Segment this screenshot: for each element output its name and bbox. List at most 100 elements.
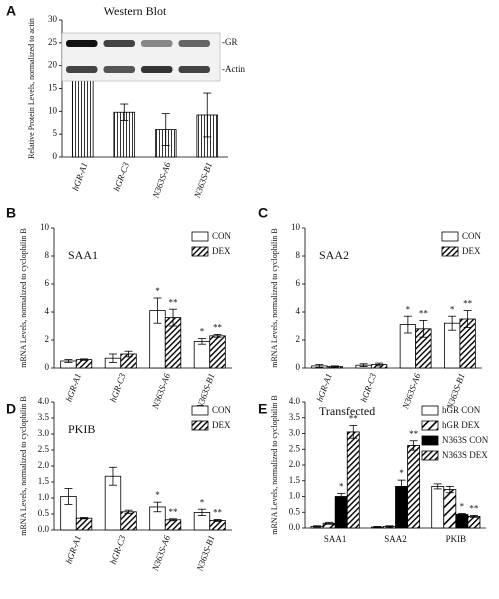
blot-label: -GR — [222, 37, 238, 47]
error-bar — [463, 310, 472, 328]
y-tick-label: 1.0 — [289, 491, 301, 501]
error-bar — [197, 338, 206, 345]
legend-label: hGR DEX — [442, 420, 480, 430]
x-tick-label: SAA2 — [384, 534, 407, 544]
y-tick-label: 8 — [45, 250, 50, 260]
legend-swatch — [191, 231, 209, 242]
error-bar — [325, 521, 334, 525]
x-tick-label: SAA1 — [324, 534, 347, 544]
y-tick-label: 8 — [296, 250, 301, 260]
y-tick-label: 2.5 — [38, 444, 50, 454]
blot-band — [66, 66, 98, 73]
significance-label: * — [200, 327, 205, 337]
chart-title: SAA1 — [68, 248, 98, 262]
legend-swatch — [421, 405, 439, 416]
panel-letter: D — [6, 401, 16, 417]
significance-label: ** — [213, 322, 223, 332]
error-bar — [120, 103, 129, 121]
chart-title: PKIB — [68, 422, 95, 436]
bar — [193, 340, 211, 369]
blot-band — [103, 66, 135, 73]
legend-swatch — [191, 246, 209, 257]
error-bar — [153, 501, 162, 513]
blot-label: -Actin — [222, 64, 245, 74]
significance-label: ** — [419, 308, 429, 318]
error-bar — [213, 519, 222, 522]
y-tick-label: 4 — [296, 306, 301, 316]
y-tick-label: 10 — [40, 222, 50, 232]
legend-swatch — [421, 435, 439, 446]
bar — [164, 519, 182, 531]
significance-label: ** — [349, 414, 359, 424]
y-tick-label: 30 — [48, 14, 58, 24]
significance-label: ** — [409, 429, 419, 439]
error-bar — [359, 363, 368, 368]
y-tick-label: 2 — [45, 334, 50, 344]
bar — [407, 445, 421, 529]
legend-swatch — [441, 231, 459, 242]
error-bar — [169, 308, 178, 327]
legend-label: CON — [212, 405, 232, 415]
legend-swatch — [421, 450, 439, 461]
y-tick-label: 0 — [296, 362, 301, 372]
y-tick-label: 2.0 — [38, 460, 50, 470]
bar — [75, 517, 93, 531]
y-tick-label: 3.5 — [289, 412, 301, 422]
error-bar — [213, 333, 222, 338]
y-tick-label: 0.0 — [38, 524, 50, 534]
y-tick-label: 4.0 — [289, 396, 301, 406]
y-axis-label: mRNA Levels, normalized to cyclophilin B — [270, 228, 279, 368]
bar — [209, 520, 226, 531]
legend-label: DEX — [212, 420, 231, 430]
chart-title: Western Blot — [104, 4, 167, 18]
y-axis-label: mRNA Levels, normalized to cyclophilin B — [19, 396, 28, 536]
error-bar — [448, 315, 457, 331]
y-tick-label: 0.0 — [289, 522, 301, 532]
error-bar — [64, 359, 73, 363]
significance-label: * — [339, 481, 344, 491]
bar — [346, 431, 360, 529]
error-bar — [337, 492, 346, 501]
error-bar — [397, 479, 406, 494]
y-tick-label: 0 — [53, 151, 58, 161]
panel-letter: E — [258, 401, 267, 417]
error-bar — [108, 353, 117, 363]
y-tick-label: 3.0 — [38, 428, 50, 438]
error-bar — [433, 483, 442, 490]
bar — [209, 335, 226, 369]
panel-letter: A — [6, 3, 16, 19]
legend-label: N363S CON — [442, 435, 489, 445]
error-bar — [80, 358, 89, 361]
error-bar — [203, 92, 212, 138]
y-axis-label: mRNA Levels, normalized to cyclophilin B — [270, 395, 279, 535]
y-tick-label: 0.5 — [38, 508, 50, 518]
error-bar — [403, 315, 412, 334]
legend-swatch — [191, 420, 209, 431]
y-axis-label: Relative Protein Levels, normalized to a… — [27, 18, 36, 159]
error-bar — [169, 518, 178, 522]
significance-label: * — [399, 468, 404, 478]
y-tick-label: 5 — [53, 128, 58, 138]
panel-letter: B — [6, 205, 16, 221]
y-tick-label: 1.5 — [38, 476, 50, 486]
blot-band — [178, 66, 210, 73]
significance-label: * — [155, 286, 160, 296]
x-tick-label: PKIB — [446, 534, 467, 544]
significance-label: * — [460, 502, 465, 512]
error-bar — [108, 466, 117, 486]
error-bar — [313, 525, 322, 528]
y-tick-label: 15 — [48, 83, 58, 93]
bar — [75, 359, 93, 369]
error-bar — [373, 526, 382, 529]
error-bar — [124, 509, 133, 514]
chart-title: SAA2 — [319, 248, 349, 262]
legend-label: DEX — [212, 246, 231, 256]
bar — [431, 486, 445, 529]
chart-title: Transfected — [319, 404, 375, 418]
blot-band — [141, 66, 173, 73]
error-bar — [445, 486, 454, 494]
error-bar — [419, 319, 428, 338]
y-tick-label: 0.5 — [289, 506, 301, 516]
bar — [443, 489, 457, 529]
